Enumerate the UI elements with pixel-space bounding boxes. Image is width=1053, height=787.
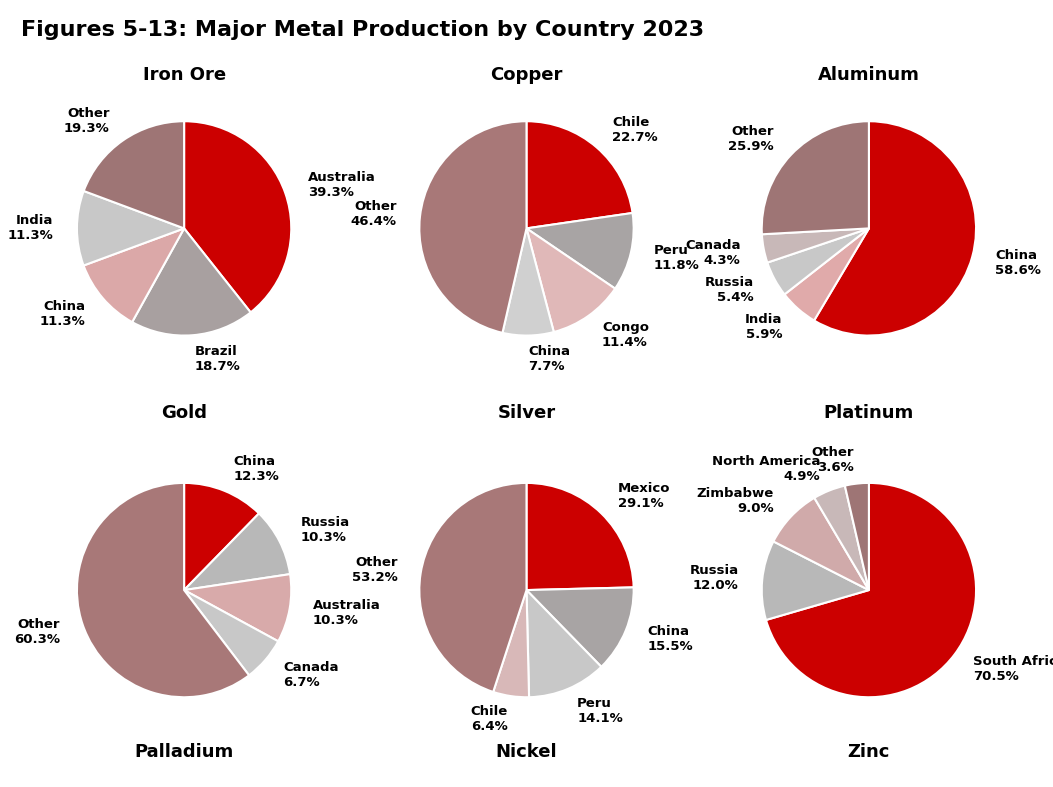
Text: Palladium: Palladium: [135, 743, 234, 760]
Wedge shape: [83, 228, 184, 322]
Wedge shape: [766, 483, 976, 697]
Wedge shape: [77, 483, 250, 697]
Text: Australia
39.3%: Australia 39.3%: [307, 172, 375, 199]
Text: Nickel: Nickel: [496, 743, 557, 760]
Wedge shape: [184, 513, 290, 590]
Text: Mexico
29.1%: Mexico 29.1%: [618, 482, 671, 511]
Text: Other
25.9%: Other 25.9%: [729, 124, 774, 153]
Wedge shape: [184, 590, 278, 675]
Text: Peru
14.1%: Peru 14.1%: [577, 696, 623, 725]
Text: Silver: Silver: [497, 405, 556, 422]
Text: India
11.3%: India 11.3%: [7, 214, 54, 242]
Text: China
12.3%: China 12.3%: [234, 455, 279, 483]
Wedge shape: [526, 587, 634, 667]
Wedge shape: [526, 483, 634, 590]
Text: Gold: Gold: [161, 405, 207, 422]
Text: Other
46.4%: Other 46.4%: [351, 200, 397, 227]
Text: Chile
22.7%: Chile 22.7%: [612, 116, 658, 143]
Wedge shape: [419, 121, 526, 333]
Wedge shape: [761, 121, 869, 235]
Text: Aluminum: Aluminum: [818, 66, 919, 83]
Text: Zimbabwe
9.0%: Zimbabwe 9.0%: [696, 486, 774, 515]
Text: China
7.7%: China 7.7%: [529, 345, 571, 373]
Wedge shape: [768, 228, 869, 294]
Wedge shape: [526, 228, 615, 332]
Text: Zinc: Zinc: [848, 743, 890, 760]
Text: Brazil
18.7%: Brazil 18.7%: [195, 345, 240, 373]
Wedge shape: [762, 228, 869, 263]
Text: China
11.3%: China 11.3%: [39, 300, 85, 327]
Wedge shape: [784, 228, 869, 320]
Text: Canada
6.7%: Canada 6.7%: [283, 661, 339, 689]
Text: Russia
12.0%: Russia 12.0%: [690, 563, 739, 592]
Text: Australia
10.3%: Australia 10.3%: [313, 599, 380, 626]
Wedge shape: [77, 191, 184, 265]
Text: Peru
11.8%: Peru 11.8%: [654, 244, 699, 272]
Text: Other
60.3%: Other 60.3%: [15, 618, 60, 646]
Text: Platinum: Platinum: [823, 405, 914, 422]
Wedge shape: [526, 121, 633, 228]
Wedge shape: [419, 483, 526, 692]
Wedge shape: [83, 121, 184, 228]
Text: South Africa
70.5%: South Africa 70.5%: [973, 655, 1053, 682]
Wedge shape: [493, 590, 529, 697]
Wedge shape: [526, 213, 634, 289]
Wedge shape: [814, 121, 976, 335]
Wedge shape: [184, 121, 292, 312]
Text: Chile
6.4%: Chile 6.4%: [471, 705, 508, 733]
Wedge shape: [773, 498, 869, 590]
Wedge shape: [132, 228, 251, 335]
Text: Other
19.3%: Other 19.3%: [64, 107, 110, 135]
Wedge shape: [526, 590, 601, 697]
Text: Copper: Copper: [491, 66, 562, 83]
Text: China
15.5%: China 15.5%: [648, 626, 693, 653]
Text: Congo
11.4%: Congo 11.4%: [602, 321, 649, 349]
Text: Russia
5.4%: Russia 5.4%: [704, 276, 754, 305]
Wedge shape: [845, 483, 869, 590]
Text: Other
53.2%: Other 53.2%: [352, 556, 397, 583]
Text: Other
3.6%: Other 3.6%: [812, 446, 854, 475]
Text: North America
4.9%: North America 4.9%: [712, 455, 820, 482]
Text: China
58.6%: China 58.6%: [995, 249, 1040, 277]
Wedge shape: [184, 575, 292, 641]
Text: India
5.9%: India 5.9%: [746, 312, 782, 341]
Text: Russia
10.3%: Russia 10.3%: [300, 516, 350, 545]
Text: Canada
4.3%: Canada 4.3%: [686, 239, 740, 267]
Wedge shape: [761, 541, 869, 620]
Wedge shape: [814, 486, 869, 590]
Text: Iron Ore: Iron Ore: [143, 66, 225, 83]
Text: Figures 5-13: Major Metal Production by Country 2023: Figures 5-13: Major Metal Production by …: [21, 20, 704, 39]
Wedge shape: [502, 228, 554, 335]
Wedge shape: [184, 483, 259, 590]
